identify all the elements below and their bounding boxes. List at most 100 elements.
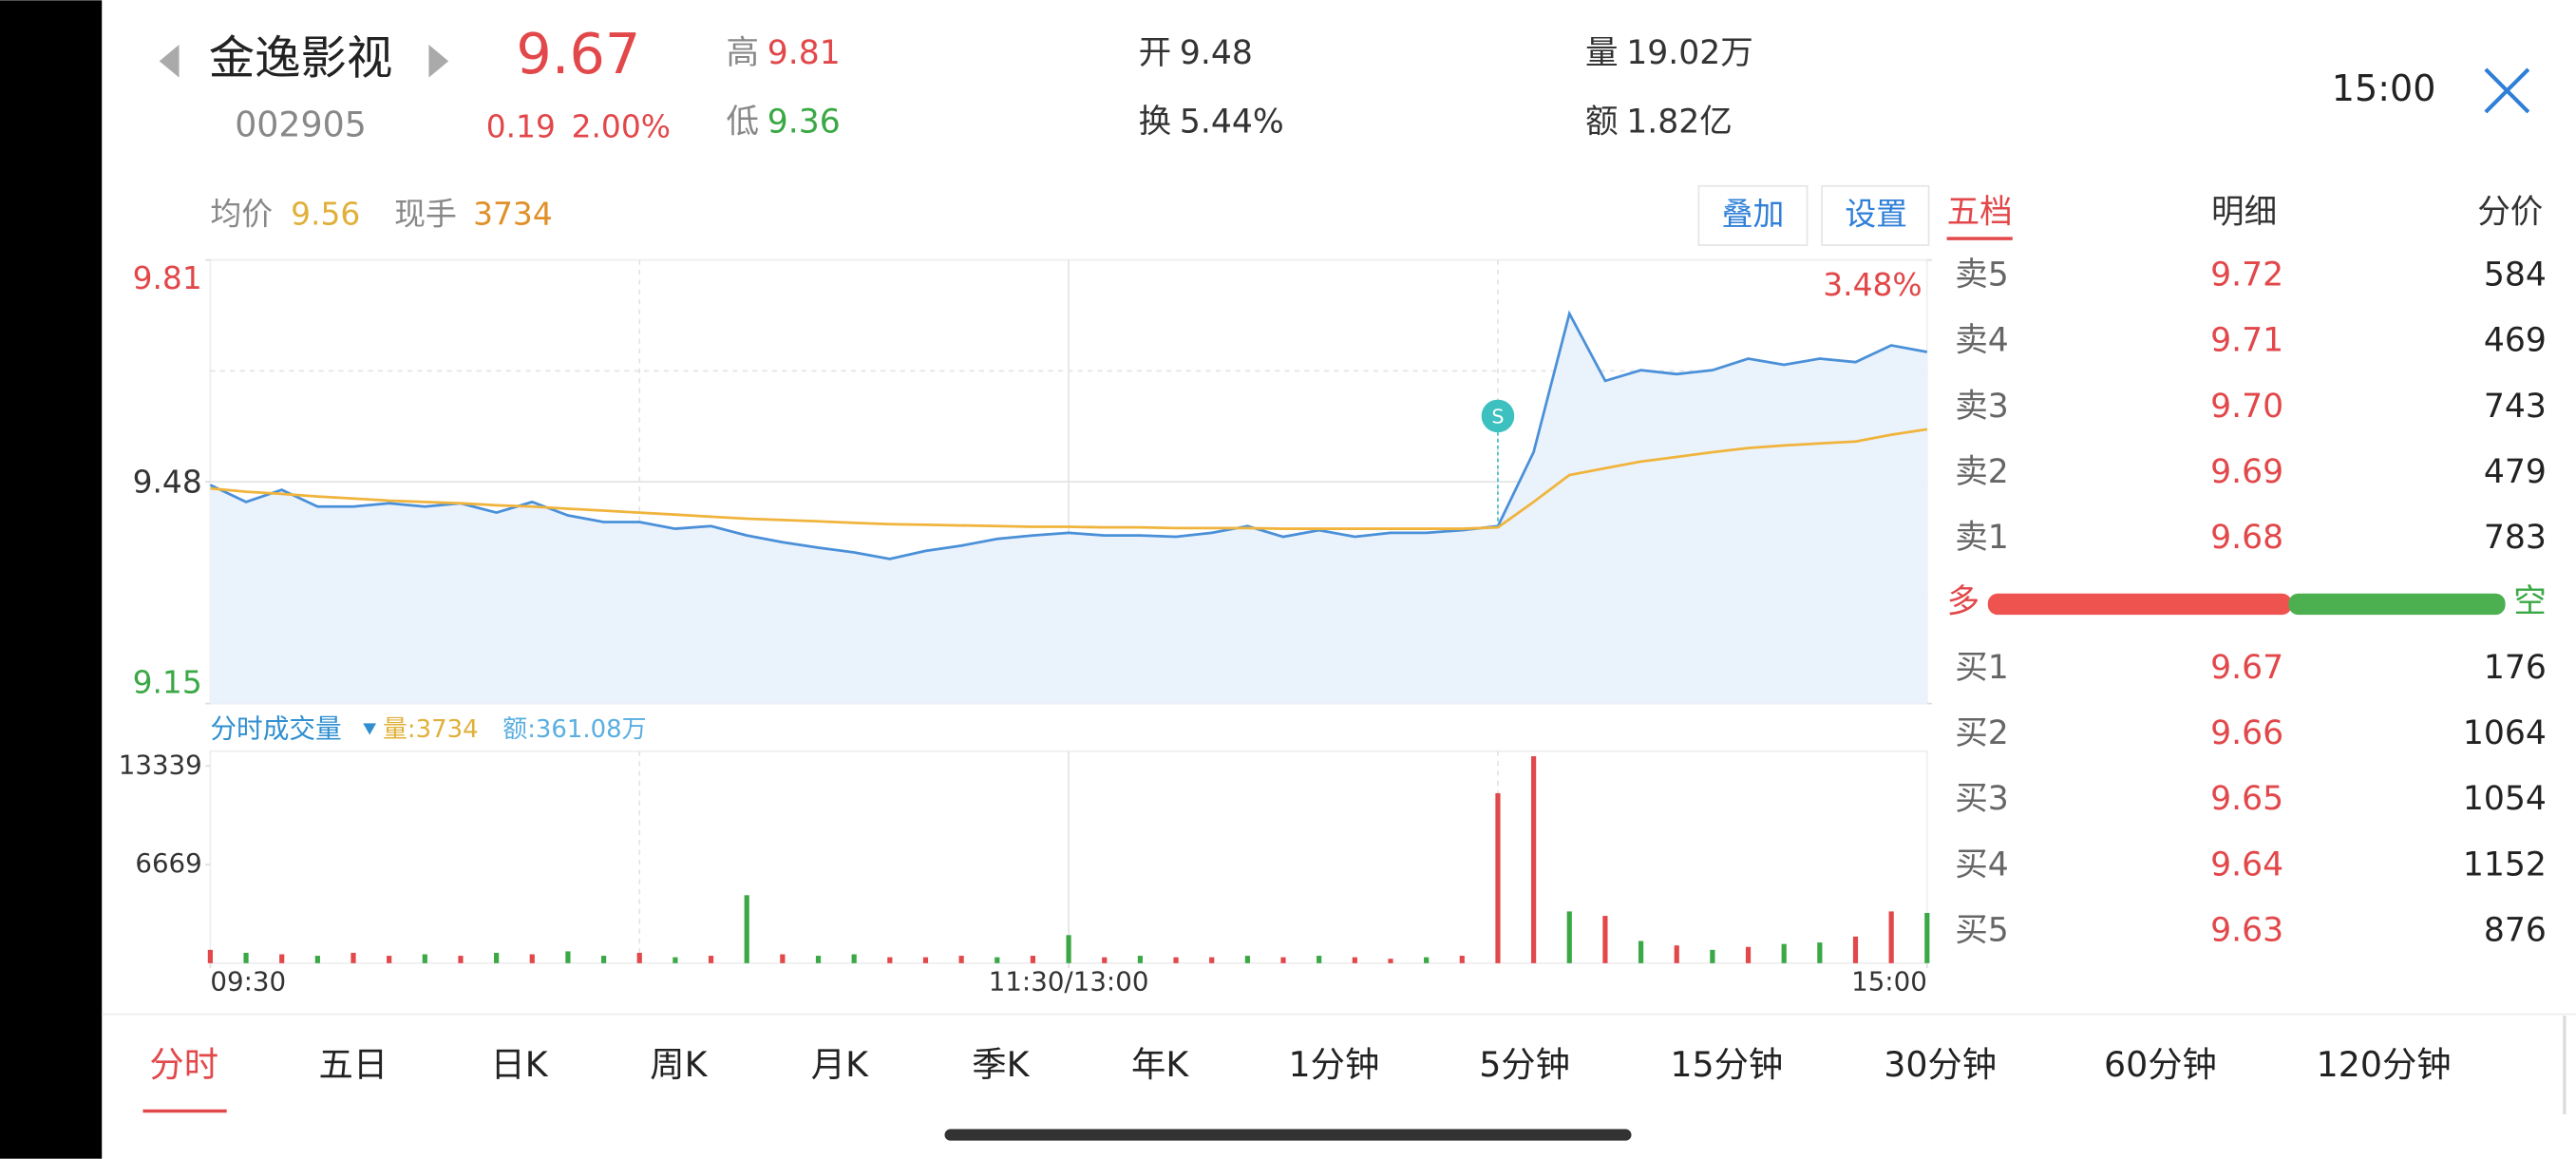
volume-title: 分时成交量: [210, 712, 341, 744]
button-label: 设置: [1845, 195, 1907, 232]
period-tab[interactable]: 日K: [490, 1044, 548, 1085]
volume-bar: [1817, 942, 1823, 963]
volume-bar: [600, 956, 607, 963]
change-pct: 2.00%: [572, 108, 671, 145]
edge: [2563, 1016, 2567, 1114]
volume-bar: [422, 954, 427, 963]
dropdown-icon[interactable]: [363, 723, 377, 735]
volume-bar: [780, 954, 786, 963]
book-label: 卖5: [1955, 256, 2009, 294]
book-label: 买5: [1955, 911, 2009, 949]
book-label: 卖1: [1955, 519, 2009, 557]
period-tab[interactable]: 120分钟: [2317, 1044, 2452, 1085]
side-tab[interactable]: 分价: [2477, 194, 2543, 232]
x-tick-label: 15:00: [1851, 966, 1927, 998]
stat-value: 19.02万: [1626, 34, 1753, 72]
tab-underline: [142, 1109, 227, 1113]
book-price: 9.66: [2210, 714, 2283, 752]
book-volume: 1152: [2463, 846, 2547, 884]
bear-label: 空: [2513, 583, 2547, 621]
volume-bar: [744, 895, 749, 963]
stock-name: 金逸影视: [209, 31, 393, 85]
bull-bar: [1987, 593, 2292, 616]
stat-value: 9.81: [767, 34, 841, 72]
annotation-marker: [1481, 399, 1515, 433]
volume-bar: [1924, 912, 1930, 963]
stock-code: 002905: [235, 104, 367, 144]
book-label: 买2: [1955, 714, 2009, 752]
next-stock[interactable]: [428, 45, 449, 78]
tab-underline: [1946, 237, 2013, 240]
stat-label: 换: [1139, 104, 1172, 142]
last-label: 现手: [394, 195, 457, 232]
volume-bar: [207, 949, 213, 963]
volume-bar: [1602, 916, 1608, 963]
avg-label: 均价: [210, 195, 273, 232]
book-volume: 876: [2484, 911, 2547, 949]
stat-label: 低: [726, 104, 759, 142]
volume-bar: [636, 952, 642, 963]
period-tab[interactable]: 30分钟: [1884, 1044, 1997, 1085]
close-button[interactable]: [2484, 67, 2530, 114]
volume-bar: [1173, 957, 1179, 963]
stat-value: 1.82亿: [1626, 104, 1733, 142]
volume-bar: [1424, 957, 1430, 963]
volume-tick-label: 6669: [135, 847, 201, 879]
period-tab[interactable]: 1分钟: [1289, 1044, 1380, 1085]
stat-label: 量: [1585, 34, 1619, 72]
volume-bar: [1316, 956, 1322, 963]
volume-bar: [1566, 911, 1572, 963]
price-line: [209, 310, 1928, 560]
stat-value: 5.44%: [1180, 104, 1284, 142]
stat-value: 9.36: [767, 104, 841, 142]
volume-bar: [994, 957, 1000, 963]
side-tab[interactable]: 五档: [1947, 194, 2013, 232]
period-tab[interactable]: 年K: [1131, 1044, 1189, 1085]
period-tab[interactable]: 分时: [149, 1044, 218, 1085]
y-tick-label: 9.81: [133, 259, 202, 296]
y-tick-label: 9.15: [133, 663, 202, 700]
period-tab[interactable]: 60分钟: [2104, 1044, 2217, 1085]
volume-bar: [1280, 957, 1286, 963]
period-tab[interactable]: 15分钟: [1670, 1044, 1783, 1085]
book-price: 9.68: [2210, 519, 2283, 557]
volume-bar: [1852, 936, 1859, 963]
side-tab[interactable]: 明细: [2211, 194, 2277, 232]
avg-line: [210, 428, 1928, 530]
book-price: 9.70: [2210, 388, 2283, 426]
period-tab[interactable]: 五日: [319, 1044, 388, 1085]
book-volume: 783: [2484, 519, 2547, 557]
book-price: 9.69: [2210, 453, 2283, 491]
volume-bar: [815, 956, 822, 963]
volume-bar: [1710, 949, 1715, 963]
stat-label: 开: [1139, 34, 1172, 72]
volume-bar: [851, 954, 857, 963]
volume-bar: [672, 957, 678, 963]
volume-bar: [1459, 956, 1465, 963]
book-volume: 584: [2484, 256, 2547, 294]
volume-bar: [1674, 945, 1679, 963]
period-tab[interactable]: 周K: [650, 1044, 708, 1085]
book-label: 卖3: [1955, 388, 2009, 426]
y-tick-label: 9.48: [133, 463, 202, 500]
stat-label: 高: [726, 34, 759, 72]
volume-bar: [565, 951, 571, 963]
book-price: 9.65: [2210, 780, 2283, 818]
book-volume: 176: [2484, 649, 2547, 687]
left-bezel: [0, 0, 103, 1159]
overlay-button[interactable]: 叠加: [1697, 184, 1809, 246]
volume-bar: [1745, 946, 1752, 963]
volume-bar: [958, 956, 964, 963]
period-tab[interactable]: 季K: [972, 1044, 1030, 1085]
prev-stock[interactable]: [159, 45, 180, 78]
volume-bar: [243, 952, 249, 963]
button-label: 叠加: [1722, 195, 1785, 232]
avg-price: 9.56: [291, 195, 360, 232]
x-tick-label: 11:30/13:00: [989, 966, 1149, 998]
period-tab[interactable]: 5分钟: [1479, 1044, 1570, 1085]
period-tab[interactable]: 月K: [811, 1044, 869, 1085]
volume-bar: [1102, 957, 1108, 963]
volume-bar: [1209, 957, 1215, 963]
book-label: 卖4: [1955, 322, 2009, 360]
settings-button[interactable]: 设置: [1821, 184, 1930, 246]
